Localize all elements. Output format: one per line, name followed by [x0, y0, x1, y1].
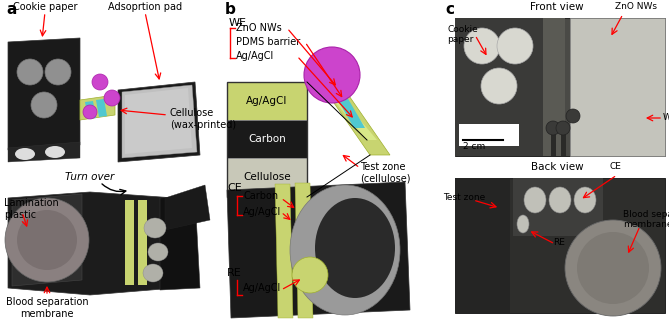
Bar	[227, 82, 307, 197]
Polygon shape	[8, 38, 80, 150]
Circle shape	[5, 198, 89, 282]
Polygon shape	[227, 182, 410, 318]
Text: RE: RE	[553, 238, 565, 247]
Bar	[513, 178, 603, 236]
Bar	[561, 128, 566, 156]
Ellipse shape	[517, 215, 529, 233]
Bar	[455, 178, 510, 313]
Circle shape	[566, 109, 580, 123]
Bar	[455, 18, 665, 156]
Text: Blood separation
membrane: Blood separation membrane	[6, 297, 88, 319]
Circle shape	[304, 47, 360, 103]
Text: c: c	[445, 2, 454, 17]
Ellipse shape	[45, 146, 65, 158]
Polygon shape	[332, 90, 365, 128]
Text: Blood separation
membrane: Blood separation membrane	[623, 210, 669, 229]
Text: Ag/AgCl: Ag/AgCl	[243, 207, 281, 217]
Polygon shape	[122, 85, 197, 158]
Polygon shape	[8, 192, 175, 295]
Text: 2 cm: 2 cm	[463, 142, 485, 151]
Polygon shape	[295, 183, 313, 318]
Circle shape	[31, 92, 57, 118]
Circle shape	[577, 232, 649, 304]
Text: RE: RE	[227, 268, 242, 278]
Bar	[551, 128, 556, 156]
Ellipse shape	[549, 187, 571, 213]
Bar	[543, 18, 565, 156]
Text: Cookie paper: Cookie paper	[13, 2, 77, 12]
Ellipse shape	[148, 243, 168, 261]
Circle shape	[497, 28, 533, 64]
Circle shape	[292, 257, 328, 293]
Text: WE: WE	[229, 18, 247, 28]
Ellipse shape	[15, 148, 35, 160]
Polygon shape	[8, 142, 80, 162]
Bar	[227, 158, 307, 197]
Bar	[455, 18, 543, 156]
Polygon shape	[85, 101, 96, 119]
Polygon shape	[165, 185, 210, 230]
Polygon shape	[325, 90, 377, 140]
Circle shape	[17, 59, 43, 85]
Text: Front view: Front view	[531, 2, 584, 12]
Text: Carbon: Carbon	[248, 134, 286, 144]
Bar	[570, 18, 665, 156]
Text: Back view: Back view	[531, 162, 583, 172]
Text: Adsoprtion pad: Adsoprtion pad	[108, 2, 182, 12]
Ellipse shape	[315, 198, 395, 298]
Circle shape	[565, 220, 661, 316]
Polygon shape	[325, 90, 390, 155]
Circle shape	[546, 121, 560, 135]
Text: WE: WE	[663, 114, 669, 122]
Polygon shape	[160, 195, 200, 290]
Circle shape	[17, 210, 77, 270]
Text: Lamination
plastic: Lamination plastic	[4, 198, 59, 219]
Bar	[571, 116, 576, 156]
Circle shape	[481, 68, 517, 104]
Bar	[125, 200, 134, 285]
Bar	[227, 82, 307, 120]
Circle shape	[104, 90, 120, 106]
Text: CE: CE	[610, 162, 622, 171]
Circle shape	[45, 59, 71, 85]
Text: CE: CE	[227, 183, 242, 193]
Text: Test zone
(cellulose): Test zone (cellulose)	[360, 162, 411, 184]
Ellipse shape	[574, 187, 596, 213]
Text: Cookie
paper: Cookie paper	[447, 25, 478, 44]
Polygon shape	[80, 95, 115, 120]
Polygon shape	[96, 99, 107, 117]
Text: ZnO NWs: ZnO NWs	[236, 23, 282, 33]
Text: Carbon: Carbon	[243, 191, 278, 201]
Text: b: b	[225, 2, 236, 17]
Circle shape	[92, 74, 108, 90]
Ellipse shape	[143, 264, 163, 282]
Text: PDMS barrier: PDMS barrier	[236, 37, 300, 47]
Bar	[227, 120, 307, 158]
Ellipse shape	[524, 187, 546, 213]
Polygon shape	[125, 88, 192, 154]
Text: Ag/AgCl: Ag/AgCl	[246, 96, 288, 106]
Bar	[459, 124, 519, 146]
Circle shape	[464, 28, 500, 64]
Polygon shape	[118, 82, 200, 162]
Ellipse shape	[144, 218, 166, 238]
Text: Cellulose: Cellulose	[244, 173, 291, 182]
Bar	[138, 200, 147, 285]
Bar	[455, 178, 665, 313]
Circle shape	[83, 105, 97, 119]
Ellipse shape	[290, 185, 400, 315]
Text: Test zone: Test zone	[443, 193, 485, 202]
Text: Ag/AgCl: Ag/AgCl	[236, 51, 274, 61]
Text: Cellulose
(wax-printed): Cellulose (wax-printed)	[170, 108, 236, 130]
Text: Turn over: Turn over	[66, 172, 114, 182]
Text: Ag/AgCl: Ag/AgCl	[243, 283, 281, 293]
Text: ZnO NWs: ZnO NWs	[615, 2, 657, 11]
Polygon shape	[12, 194, 82, 286]
Text: a: a	[6, 2, 16, 17]
Polygon shape	[275, 184, 293, 318]
Circle shape	[556, 121, 570, 135]
